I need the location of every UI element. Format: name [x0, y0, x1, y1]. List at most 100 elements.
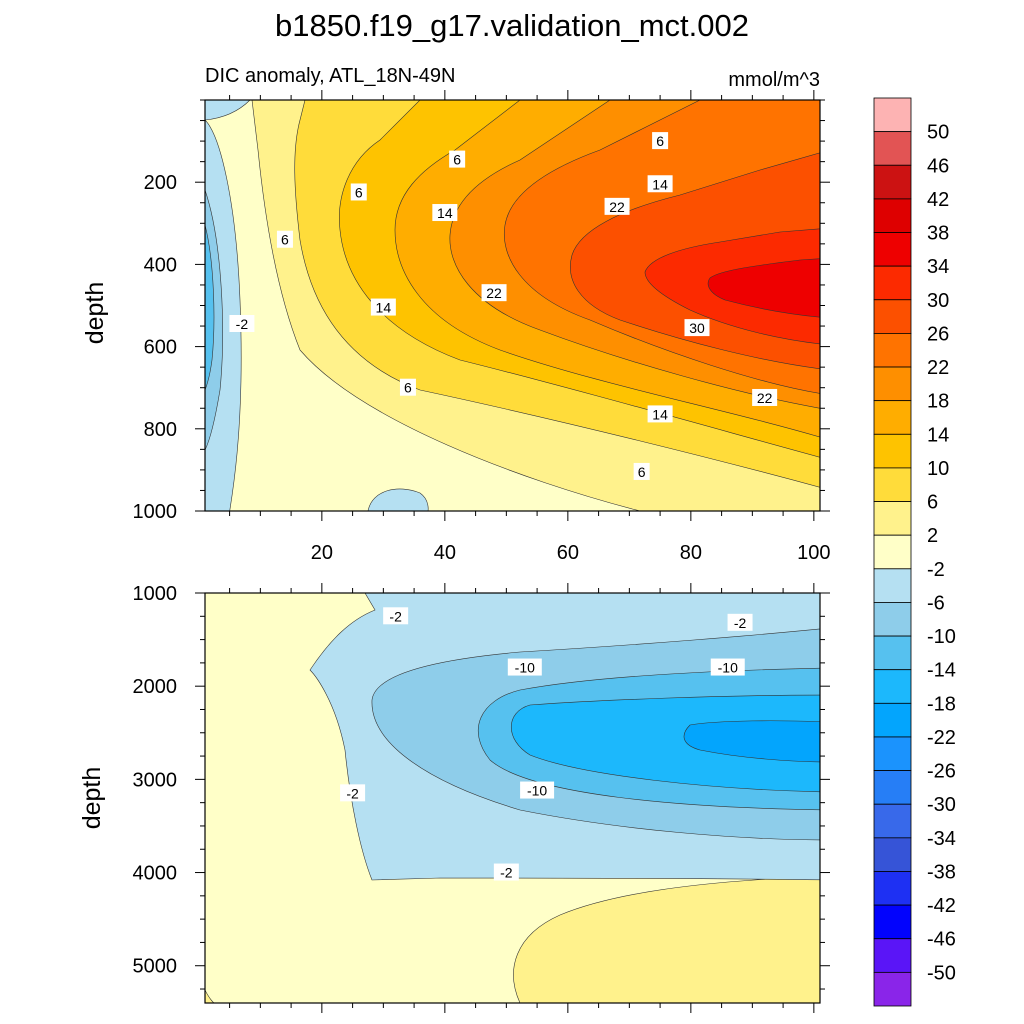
- colorbar-label: 18: [927, 391, 949, 413]
- top-contour-fill: [205, 100, 820, 511]
- colorbar-label: -34: [927, 828, 956, 850]
- top-contour-label: 6: [453, 152, 461, 168]
- colorbar-swatch: [873, 433, 912, 469]
- top-y-tick-label: 1000: [133, 501, 178, 523]
- bottom-y-tick-label: 3000: [133, 769, 178, 791]
- colorbar-label: 14: [927, 424, 949, 446]
- top-contour-label: 6: [656, 133, 664, 149]
- colorbar-swatch: [873, 265, 912, 301]
- colorbar-swatch: [873, 904, 912, 940]
- colorbar-swatch: [873, 770, 912, 805]
- top-contour-label-box: [276, 230, 293, 248]
- colorbar-swatch: [873, 803, 912, 839]
- top-contour-label: 14: [652, 406, 668, 422]
- top-contour-label: 14: [376, 300, 392, 316]
- colorbar-label: 26: [927, 323, 949, 345]
- colorbar-swatch: [873, 97, 912, 133]
- bottom-contour-label-box: [727, 613, 753, 631]
- x-tick-label: 40: [434, 542, 456, 564]
- colorbar-swatch: [873, 131, 912, 166]
- colorbar-swatch: [873, 232, 912, 267]
- bottom-contour-label: -10: [527, 783, 547, 799]
- top-y-tick-label: 800: [144, 419, 177, 441]
- colorbar-label: 22: [927, 357, 949, 379]
- top-contour-label-box: [684, 319, 710, 337]
- top-contour-label-box: [647, 405, 673, 423]
- colorbar-label: 38: [927, 223, 949, 245]
- top-contour-label: -2: [236, 316, 249, 332]
- bottom-x-ticks: [229, 583, 815, 1013]
- colorbar-swatch: [873, 702, 912, 738]
- colorbar-swatch: [873, 635, 912, 671]
- top-y-ticks: 200 400 600 800 1000: [133, 99, 830, 523]
- top-contour-labels: 6 6 14 6 14 22 6 22 14 -2 30 6 22 14 6: [229, 132, 778, 480]
- bottom-contour-label: -10: [718, 660, 738, 676]
- top-panel: DIC anomaly, ATL_18N-49N mmol/m^3 6 6 14 6 1…: [81, 65, 831, 564]
- colorbar-label: -50: [927, 962, 956, 984]
- top-y-tick-label: 400: [144, 254, 177, 276]
- top-subtitle: DIC anomaly, ATL_18N-49N: [205, 65, 455, 87]
- colorbar-label: 10: [927, 458, 949, 480]
- colorbar-label: 6: [927, 492, 938, 514]
- colorbar-swatch: [873, 501, 912, 536]
- colorbar-swatch: [873, 871, 912, 906]
- bottom-contour-label-box: [340, 784, 366, 802]
- bottom-contour-label-box: [507, 658, 542, 676]
- bottom-contour-label: -2: [734, 615, 747, 631]
- colorbar-swatch: [873, 938, 912, 973]
- bottom-y-ticks: 1000 2000 3000 4000 5000: [133, 583, 830, 990]
- top-contour-label: 6: [355, 184, 363, 200]
- x-tick-label: 20: [311, 542, 333, 564]
- colorbar-label: 34: [927, 256, 949, 278]
- colorbar-swatch: [873, 164, 912, 200]
- top-contour-label: 6: [404, 380, 412, 396]
- colorbar-label: -42: [927, 895, 956, 917]
- bottom-contour-label: -10: [515, 660, 535, 676]
- bottom-contour-label-box: [710, 658, 745, 676]
- figure-title: b1850.f19_g17.validation_mct.002: [275, 8, 749, 43]
- top-contour-label: 22: [486, 285, 502, 301]
- top-y-axis-label: depth: [81, 282, 109, 345]
- colorbar-swatch: [873, 467, 912, 502]
- top-contour-label-box: [370, 298, 396, 316]
- colorbar-label: -30: [927, 794, 956, 816]
- bottom-contour-label-box: [520, 781, 555, 799]
- colorbar-swatch: [873, 333, 912, 368]
- bottom-contour-label-box: [383, 607, 409, 625]
- colorbar-label: -2: [927, 559, 945, 581]
- colorbar-label: 30: [927, 290, 949, 312]
- top-y-tick-label: 600: [144, 337, 177, 359]
- colorbar-swatch: [873, 400, 912, 435]
- bottom-y-tick-label: 5000: [133, 956, 178, 978]
- colorbar-label: 50: [927, 122, 949, 144]
- x-tick-label: 100: [797, 542, 830, 564]
- top-contour-label-box: [633, 462, 650, 480]
- colorbar-label: -10: [927, 626, 956, 648]
- bottom-y-axis-label: depth: [78, 767, 106, 830]
- top-contour-label: 22: [757, 390, 773, 406]
- bottom-y-tick-label: 1000: [133, 583, 178, 605]
- top-contour-label: 14: [652, 176, 668, 192]
- colorbar-swatch: [873, 568, 912, 603]
- top-contour-label: 6: [281, 232, 289, 248]
- colorbar-label: -46: [927, 929, 956, 951]
- top-contour-label-box: [399, 378, 416, 396]
- bottom-y-tick-label: 4000: [133, 863, 178, 885]
- top-x-ticks: 20 40 60 80 100: [229, 90, 831, 564]
- bottom-contour-labels: -2 -2 -10 -10 -2 -10 -2: [340, 607, 753, 881]
- top-contour-label-box: [229, 314, 255, 332]
- bottom-contour-label: -2: [346, 785, 359, 801]
- colorbar-swatch: [873, 366, 912, 402]
- bottom-y-tick-label: 2000: [133, 676, 178, 698]
- colorbar-label: -6: [927, 592, 945, 614]
- top-contour-label-box: [604, 197, 630, 215]
- top-contour-label-box: [432, 204, 458, 222]
- top-units: mmol/m^3: [728, 69, 820, 91]
- bottom-contour-label: -2: [500, 865, 513, 881]
- top-contour-label-box: [481, 284, 507, 302]
- bottom-panel: -2 -2 -10 -10 -2 -10 -2 depth 1000 2000 3000 4000…: [78, 583, 830, 1013]
- colorbar-swatch: [873, 669, 912, 704]
- top-contour-label-box: [647, 175, 673, 193]
- top-contour-label-box: [350, 183, 367, 201]
